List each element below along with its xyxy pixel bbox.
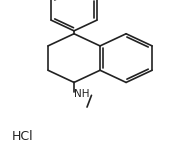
Text: NH: NH xyxy=(74,89,89,99)
Text: HCl: HCl xyxy=(12,130,33,143)
